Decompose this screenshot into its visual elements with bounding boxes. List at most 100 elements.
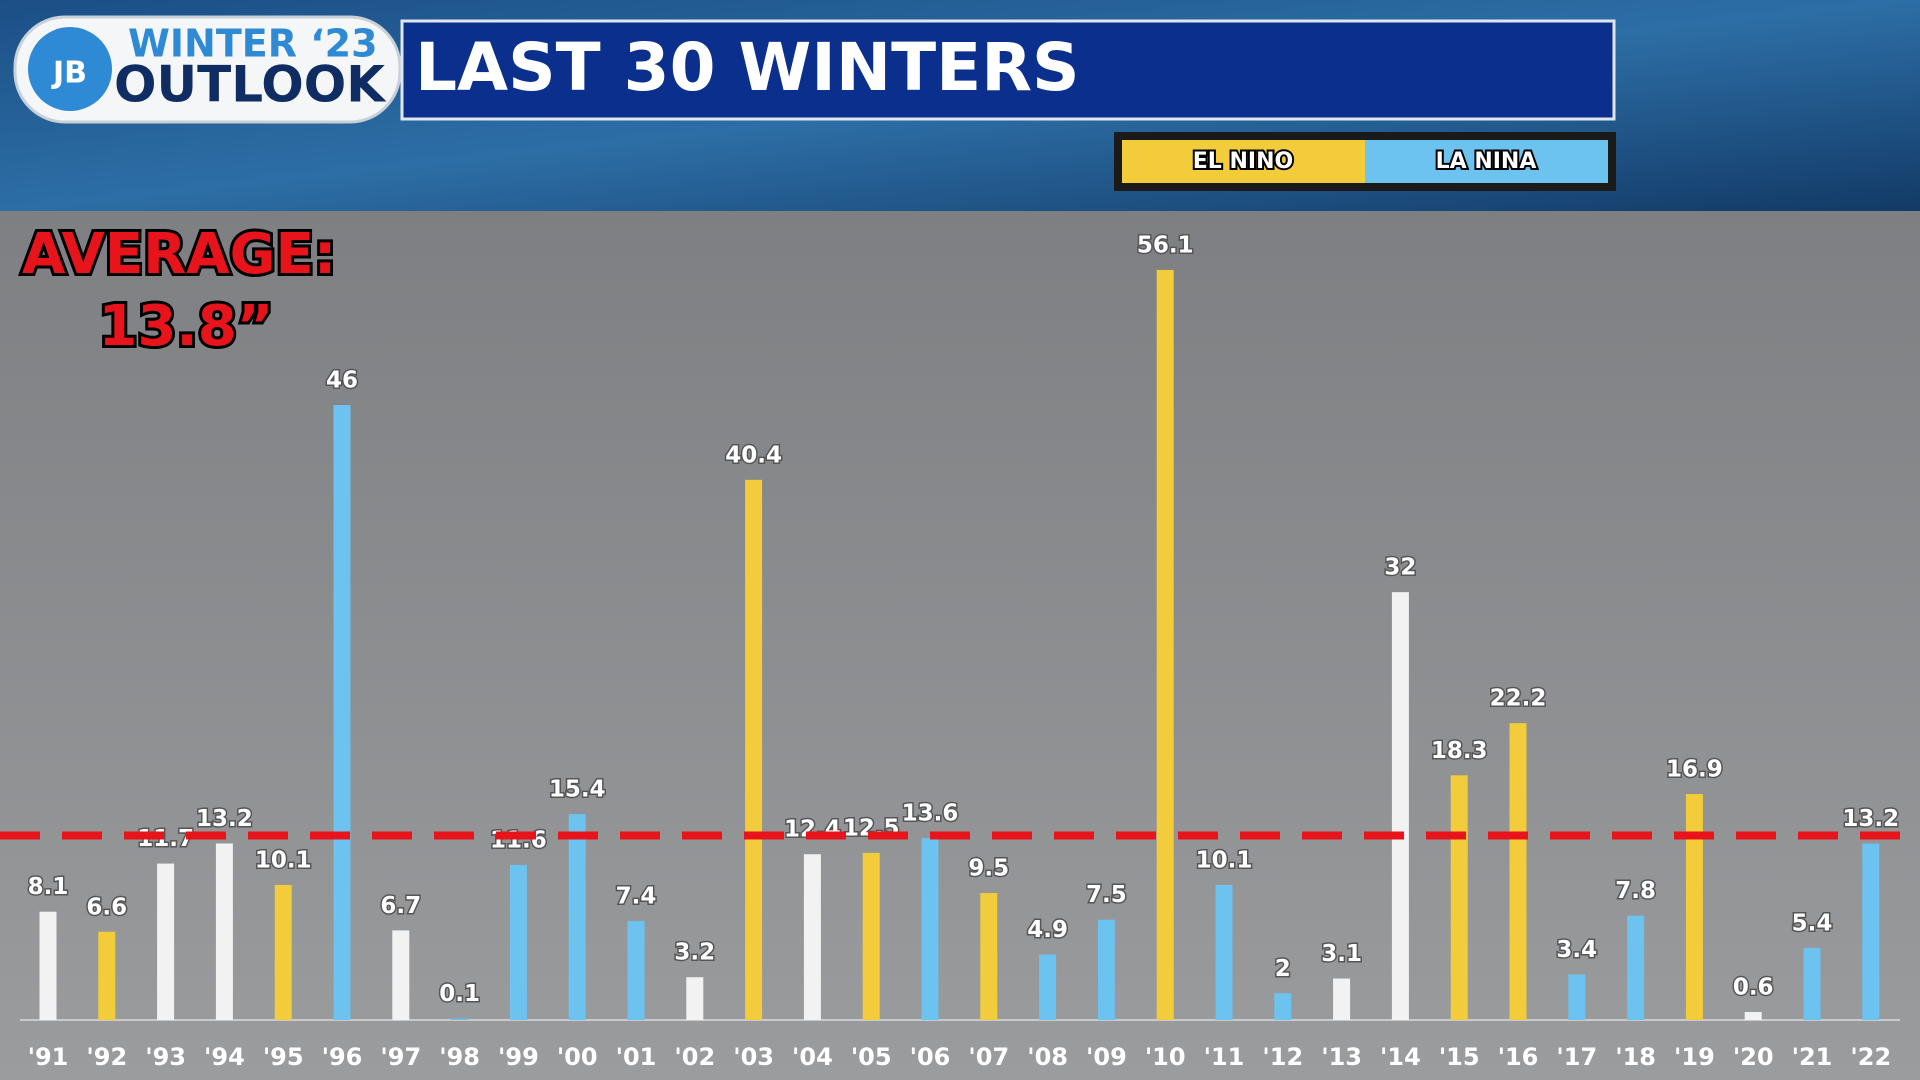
value-label: 9.5 <box>968 855 1009 881</box>
bar <box>862 852 880 1020</box>
bar <box>1039 954 1057 1020</box>
bar <box>392 930 410 1020</box>
x-tick-label: '95 <box>263 1043 304 1071</box>
bar <box>686 977 704 1020</box>
value-label: 6.6 <box>86 894 127 920</box>
bar <box>1509 723 1527 1020</box>
bar <box>1568 974 1586 1020</box>
bar <box>921 838 939 1020</box>
value-label: 2 <box>1275 956 1291 982</box>
x-tick-label: '97 <box>380 1043 421 1071</box>
value-label: 11.6 <box>490 827 547 853</box>
value-label: 0.6 <box>1733 974 1774 1000</box>
value-label: 7.4 <box>616 884 657 910</box>
bar <box>745 479 763 1020</box>
bar <box>627 921 645 1020</box>
x-tick-label: '18 <box>1615 1043 1656 1071</box>
bar <box>509 864 527 1020</box>
brand-line2: OUTLOOK <box>114 56 387 114</box>
x-tick-label: '94 <box>204 1043 245 1071</box>
x-tick-label: '11 <box>1204 1043 1245 1071</box>
logo-text: JB <box>51 56 87 91</box>
x-tick-label: '98 <box>439 1043 480 1071</box>
value-label: 7.5 <box>1086 882 1127 908</box>
value-label: 22.2 <box>1490 686 1547 712</box>
chart-title: LAST 30 WINTERS <box>415 29 1080 106</box>
x-tick-label: '09 <box>1086 1043 1127 1071</box>
average-title: AVERAGE: <box>22 222 336 287</box>
value-label: 10.1 <box>255 847 312 873</box>
logo-box <box>13 15 402 124</box>
x-tick-label: '06 <box>910 1043 951 1071</box>
legend-label: EL NINO <box>1193 149 1293 174</box>
value-label: 7.8 <box>1615 878 1656 904</box>
value-label: 6.7 <box>380 893 421 919</box>
bar <box>1215 884 1233 1020</box>
bar <box>803 854 821 1020</box>
value-label: 3.1 <box>1321 941 1362 967</box>
legend-swatch <box>1365 140 1608 183</box>
bar <box>1803 947 1821 1020</box>
x-tick-label: '10 <box>1145 1043 1186 1071</box>
bar <box>451 1018 469 1020</box>
brand-line1: WINTER ‘23 <box>128 22 378 66</box>
value-label: 32 <box>1384 555 1416 581</box>
x-tick-label: '91 <box>28 1043 69 1071</box>
value-label: 3.4 <box>1556 937 1597 963</box>
bar <box>1391 592 1409 1020</box>
value-label: 15.4 <box>549 777 606 803</box>
title-box <box>400 19 1616 121</box>
bar <box>157 863 175 1020</box>
value-label: 46 <box>326 367 358 393</box>
x-tick-label: '03 <box>733 1043 774 1071</box>
x-tick-label: '01 <box>616 1043 657 1071</box>
x-tick-label: '17 <box>1556 1043 1597 1071</box>
value-label: 56.1 <box>1137 232 1194 258</box>
value-label: 5.4 <box>1792 910 1833 936</box>
bar <box>568 814 586 1020</box>
x-tick-label: '15 <box>1439 1043 1480 1071</box>
bar <box>1450 775 1468 1020</box>
bar <box>1274 993 1292 1020</box>
bar <box>1097 919 1115 1020</box>
value-label: 0.1 <box>439 981 480 1007</box>
x-tick-label: '20 <box>1733 1043 1774 1071</box>
value-label: 3.2 <box>674 940 715 966</box>
average-value: 13.8” <box>99 294 274 359</box>
bar <box>1333 978 1351 1020</box>
bar <box>333 404 351 1021</box>
value-label: 18.3 <box>1431 738 1488 764</box>
x-tick-label: '02 <box>674 1043 715 1071</box>
x-tick-label: '99 <box>498 1043 539 1071</box>
bar <box>1685 794 1703 1020</box>
legend-swatch <box>1122 140 1365 183</box>
value-label: 4.9 <box>1027 917 1068 943</box>
x-tick-label: '92 <box>86 1043 127 1071</box>
x-tick-label: '22 <box>1850 1043 1891 1071</box>
logo-circle <box>28 27 112 111</box>
value-label: 16.9 <box>1666 757 1723 783</box>
legend-label: LA NINA <box>1436 149 1537 174</box>
value-label: 10.1 <box>1196 847 1253 873</box>
x-tick-label: '07 <box>968 1043 1009 1071</box>
bar <box>1156 269 1174 1020</box>
plot-bg <box>0 211 1920 1080</box>
bar <box>1744 1011 1762 1020</box>
bar <box>39 911 57 1020</box>
x-tick-label: '14 <box>1380 1043 1421 1071</box>
x-tick-label: '21 <box>1792 1043 1833 1071</box>
x-tick-label: '16 <box>1498 1043 1539 1071</box>
x-tick-label: '12 <box>1262 1043 1303 1071</box>
x-tick-label: '08 <box>1027 1043 1068 1071</box>
x-tick-label: '04 <box>792 1043 833 1071</box>
x-tick-label: '05 <box>851 1043 892 1071</box>
bar <box>274 884 292 1020</box>
x-tick-label: '93 <box>145 1043 186 1071</box>
x-tick-label: '00 <box>557 1043 598 1071</box>
value-label: 13.6 <box>902 801 959 827</box>
bar <box>98 931 116 1020</box>
bar <box>215 843 233 1020</box>
bar <box>980 892 998 1020</box>
